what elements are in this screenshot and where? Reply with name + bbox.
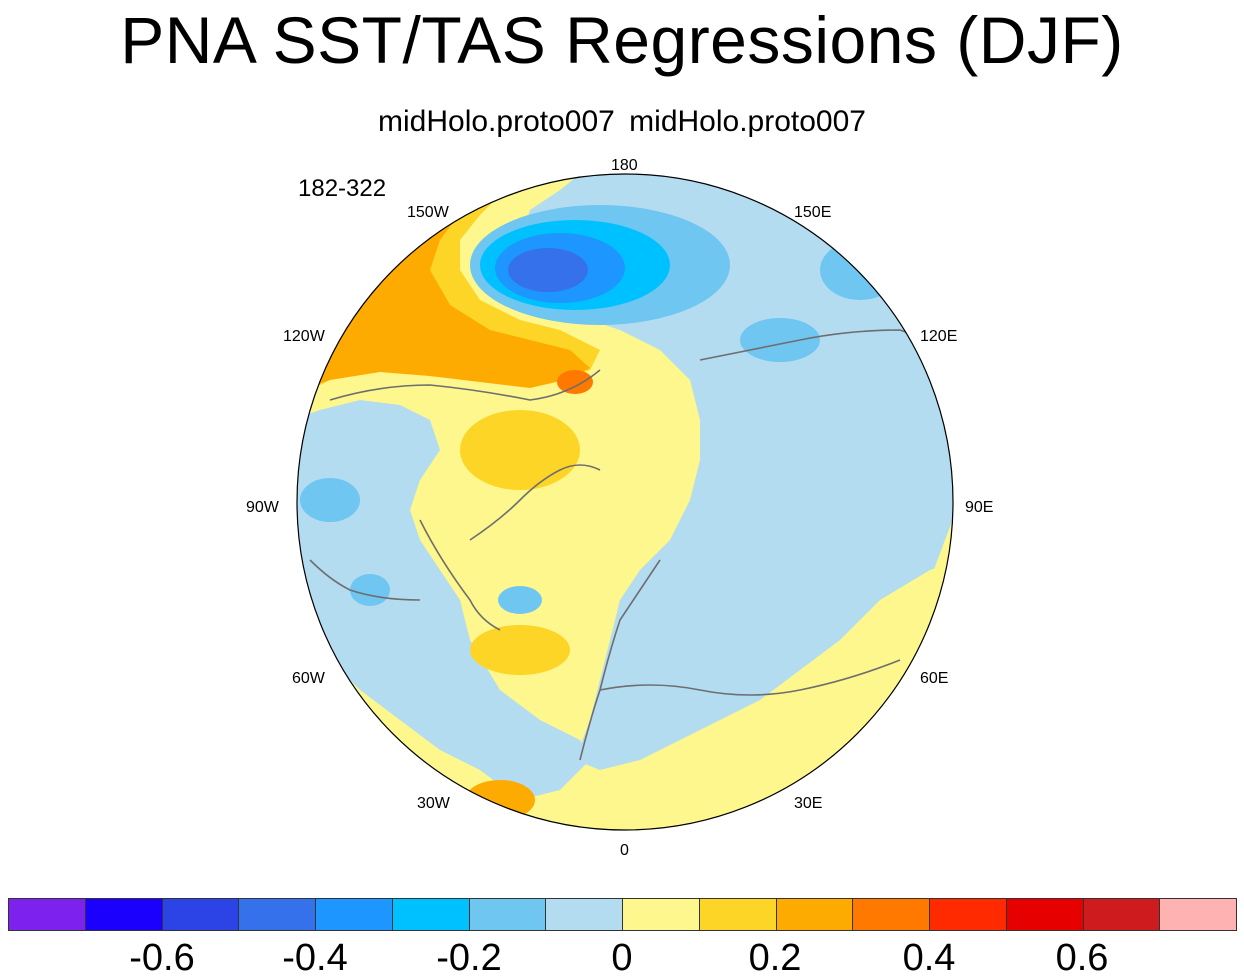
colorbar-box: [315, 898, 393, 931]
lon-label-150w: 150W: [407, 204, 449, 221]
region-negative-pacific-core: [508, 248, 588, 292]
region-negative-labrador: [498, 586, 542, 614]
colorbar-label-06: 0.6: [1055, 937, 1109, 979]
region-negative-america: [297, 400, 590, 800]
map-fill-layer: [297, 174, 953, 830]
region-negative-hudson: [300, 478, 360, 522]
colorbar-label-m04: -0.4: [282, 937, 348, 979]
region-positive-alaska-core: [557, 370, 593, 394]
colorbar-box: [929, 898, 1007, 931]
colorbar-box: [698, 898, 777, 931]
colorbar-label-0: 0: [611, 937, 633, 979]
region-positive-greenland: [460, 410, 580, 490]
lon-label-60w: 60W: [292, 670, 325, 687]
region-negative-kamchatka: [820, 240, 900, 300]
colorbar-box: [1005, 898, 1084, 931]
colorbar-box: [8, 898, 86, 931]
plot-subtitle: midHolo.proto007 midHolo.proto007: [378, 105, 866, 138]
region-negative-east-us: [350, 574, 390, 606]
lon-label-60e: 60E: [920, 670, 949, 687]
colorbar-label-04: 0.4: [902, 937, 956, 979]
colorbar-box: [391, 898, 470, 931]
colorbar-label-m06: -0.6: [129, 937, 195, 979]
lon-label-90e: 90E: [965, 499, 994, 516]
lon-label-120e: 120E: [920, 328, 958, 345]
lon-label-30e: 30E: [794, 795, 823, 812]
colorbar-label-02: 0.2: [748, 937, 802, 979]
lon-label-90w: 90W: [246, 499, 279, 516]
colorbar-box: [161, 898, 240, 931]
colorbar-box: [84, 898, 163, 931]
period-label: 182-322: [298, 175, 387, 202]
lon-label-150e: 150E: [794, 204, 832, 221]
map-outline: [296, 173, 954, 831]
colorbar-box: [852, 898, 930, 931]
region-positive-atlantic: [470, 625, 570, 675]
colorbar-box: [238, 898, 316, 931]
plot-title: PNA SST/TAS Regressions (DJF): [120, 3, 1124, 77]
colorbar-box: [1159, 898, 1237, 931]
lon-label-30w: 30W: [417, 795, 450, 812]
colorbar-box: [545, 898, 623, 931]
lon-label-120w: 120W: [283, 328, 325, 345]
colorbar-box: [622, 898, 700, 931]
lon-label-0: 0: [620, 842, 629, 859]
colorbar-box: [775, 898, 854, 931]
region-negative-siberia-east: [740, 318, 820, 362]
lon-label-180: 180: [611, 157, 638, 174]
colorbar-box: [468, 898, 547, 931]
colorbar-label-m02: -0.2: [436, 937, 502, 979]
colorbar-box: [1082, 898, 1161, 931]
